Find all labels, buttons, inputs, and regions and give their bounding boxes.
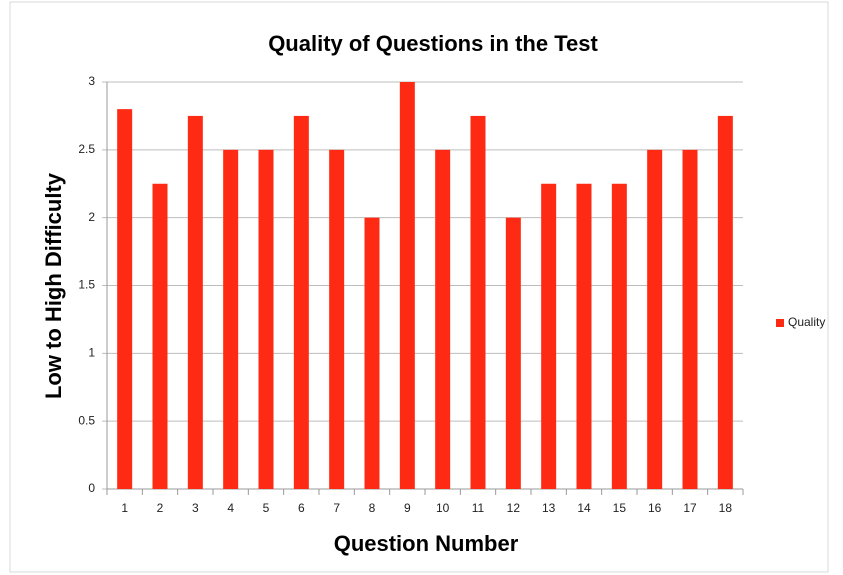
bar: [505, 217, 521, 489]
x-tick-label: 5: [263, 501, 270, 515]
bar: [117, 109, 133, 489]
y-tick-label: 0: [88, 481, 95, 495]
legend-label: Quality: [788, 315, 825, 329]
bar: [470, 115, 486, 490]
x-tick-label: 1: [121, 501, 128, 515]
bar: [399, 82, 415, 489]
x-tick-label: 12: [507, 501, 521, 515]
x-tick-label: 7: [333, 501, 340, 515]
x-tick-label: 17: [683, 501, 697, 515]
y-tick-label: 1: [88, 346, 95, 360]
x-tick-label: 6: [298, 501, 305, 515]
bar: [576, 183, 592, 489]
x-tick-label: 2: [157, 501, 164, 515]
x-tick-label: 3: [192, 501, 199, 515]
bar: [258, 149, 274, 490]
x-tick-label: 8: [369, 501, 376, 515]
bar: [364, 217, 380, 489]
y-tick-label: 3: [88, 74, 95, 88]
y-axis-title: Low to High Difficulty: [41, 172, 66, 399]
bar: [293, 115, 309, 490]
y-tick-label: 0.5: [78, 413, 95, 427]
x-tick-label: 11: [472, 501, 485, 515]
chart-frame: [9, 1, 829, 573]
chart-title: Quality of Questions in the Test: [268, 31, 598, 56]
bar: [152, 183, 168, 489]
legend-swatch: [776, 319, 784, 327]
x-tick-label: 4: [227, 501, 234, 515]
x-tick-label: 15: [613, 501, 627, 515]
y-tick-label: 2.5: [78, 142, 95, 156]
bar: [435, 149, 451, 490]
x-tick-label: 18: [719, 501, 733, 515]
y-tick-label: 2: [88, 210, 95, 224]
bar: [647, 149, 663, 490]
x-tick-label: 9: [404, 501, 411, 515]
bar: [682, 149, 698, 490]
bar: [329, 149, 345, 490]
x-tick-label: 10: [436, 501, 450, 515]
x-tick-label: 13: [542, 501, 556, 515]
x-tick-label: 16: [648, 501, 662, 515]
bar: [223, 149, 239, 490]
x-axis-title: Question Number: [334, 531, 519, 556]
x-tick-label: 14: [577, 501, 591, 515]
bar: [717, 115, 733, 490]
bar: [541, 183, 557, 489]
bar: [187, 115, 203, 490]
bar: [611, 183, 627, 489]
y-tick-label: 1.5: [78, 278, 95, 292]
